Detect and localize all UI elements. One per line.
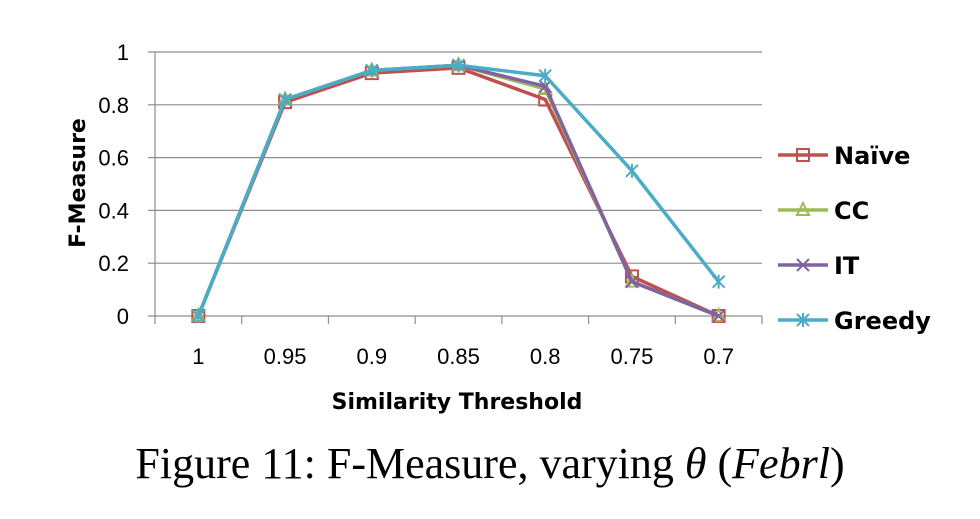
x-tick-label: 0.9 — [356, 344, 387, 369]
y-tick-label: 1 — [117, 40, 129, 65]
series-lines — [190, 55, 727, 323]
x-tick-label: 0.8 — [530, 344, 561, 369]
y-tick-label: 0 — [117, 304, 129, 329]
data-point-marker — [451, 58, 466, 73]
gridlines — [155, 51, 762, 264]
caption-paren-close: ) — [829, 439, 845, 488]
series-line — [196, 63, 721, 317]
x-tick-label: 0.75 — [611, 344, 654, 369]
x-tick-label: 0.7 — [703, 344, 734, 369]
y-axis-title: F-Measure — [66, 118, 91, 248]
data-point-marker — [191, 309, 206, 323]
axes — [148, 51, 763, 324]
data-point-marker — [711, 274, 726, 289]
x-tick-label: 1 — [192, 344, 204, 369]
caption-prefix: Figure 11: F-Measure, varying — [135, 439, 685, 488]
x-tick-label: 0.85 — [437, 344, 480, 369]
caption-theta: θ — [684, 439, 707, 488]
figure-caption: Figure 11: F-Measure, varying θ (Febrl) — [0, 438, 980, 489]
caption-dataset: Febrl — [732, 439, 830, 488]
data-point-marker — [625, 163, 639, 178]
legend-marker — [796, 148, 810, 162]
y-tick-label: 0.8 — [98, 93, 129, 118]
data-point-marker — [711, 309, 726, 323]
legend-label: IT — [834, 252, 860, 280]
legend-entry: Naïve — [778, 142, 910, 170]
x-axis-title: Similarity Threshold — [332, 390, 583, 415]
series-na-ve — [191, 60, 726, 323]
legend-label: Naïve — [834, 142, 910, 170]
x-tick-label: 0.95 — [264, 344, 307, 369]
data-point-marker — [365, 63, 379, 78]
legend-marker — [795, 200, 811, 216]
legend-entry: CC — [778, 197, 869, 225]
legend: Naïve CC IT Greedy — [778, 142, 931, 335]
data-point-marker — [538, 68, 552, 83]
tick-labels: 0 0.2 0.4 0.6 0.8 1 1 0.95 0.9 0.85 0.8 0.75 0.7 — [98, 40, 734, 369]
f-measure-line-chart: 0 0.2 0.4 0.6 0.8 1 1 0.95 0.9 0.85 0.8 0.75 0.7 Naï… — [66, 40, 931, 415]
y-tick-label: 0.4 — [98, 198, 129, 223]
legend-label: CC — [834, 197, 869, 225]
legend-label: Greedy — [834, 307, 931, 335]
y-tick-label: 0.2 — [98, 251, 129, 276]
data-point-marker — [624, 272, 640, 288]
legend-entry: Greedy — [778, 307, 931, 335]
legend-marker — [796, 313, 810, 327]
legend-marker — [796, 258, 810, 272]
data-point-marker — [625, 274, 639, 289]
legend-entry: IT — [778, 252, 860, 280]
data-point-marker — [278, 92, 292, 107]
y-tick-label: 0.6 — [98, 146, 129, 171]
caption-paren-open: ( — [706, 439, 733, 488]
series-greedy — [191, 58, 726, 323]
series-line — [196, 63, 720, 318]
series-line — [196, 63, 720, 318]
